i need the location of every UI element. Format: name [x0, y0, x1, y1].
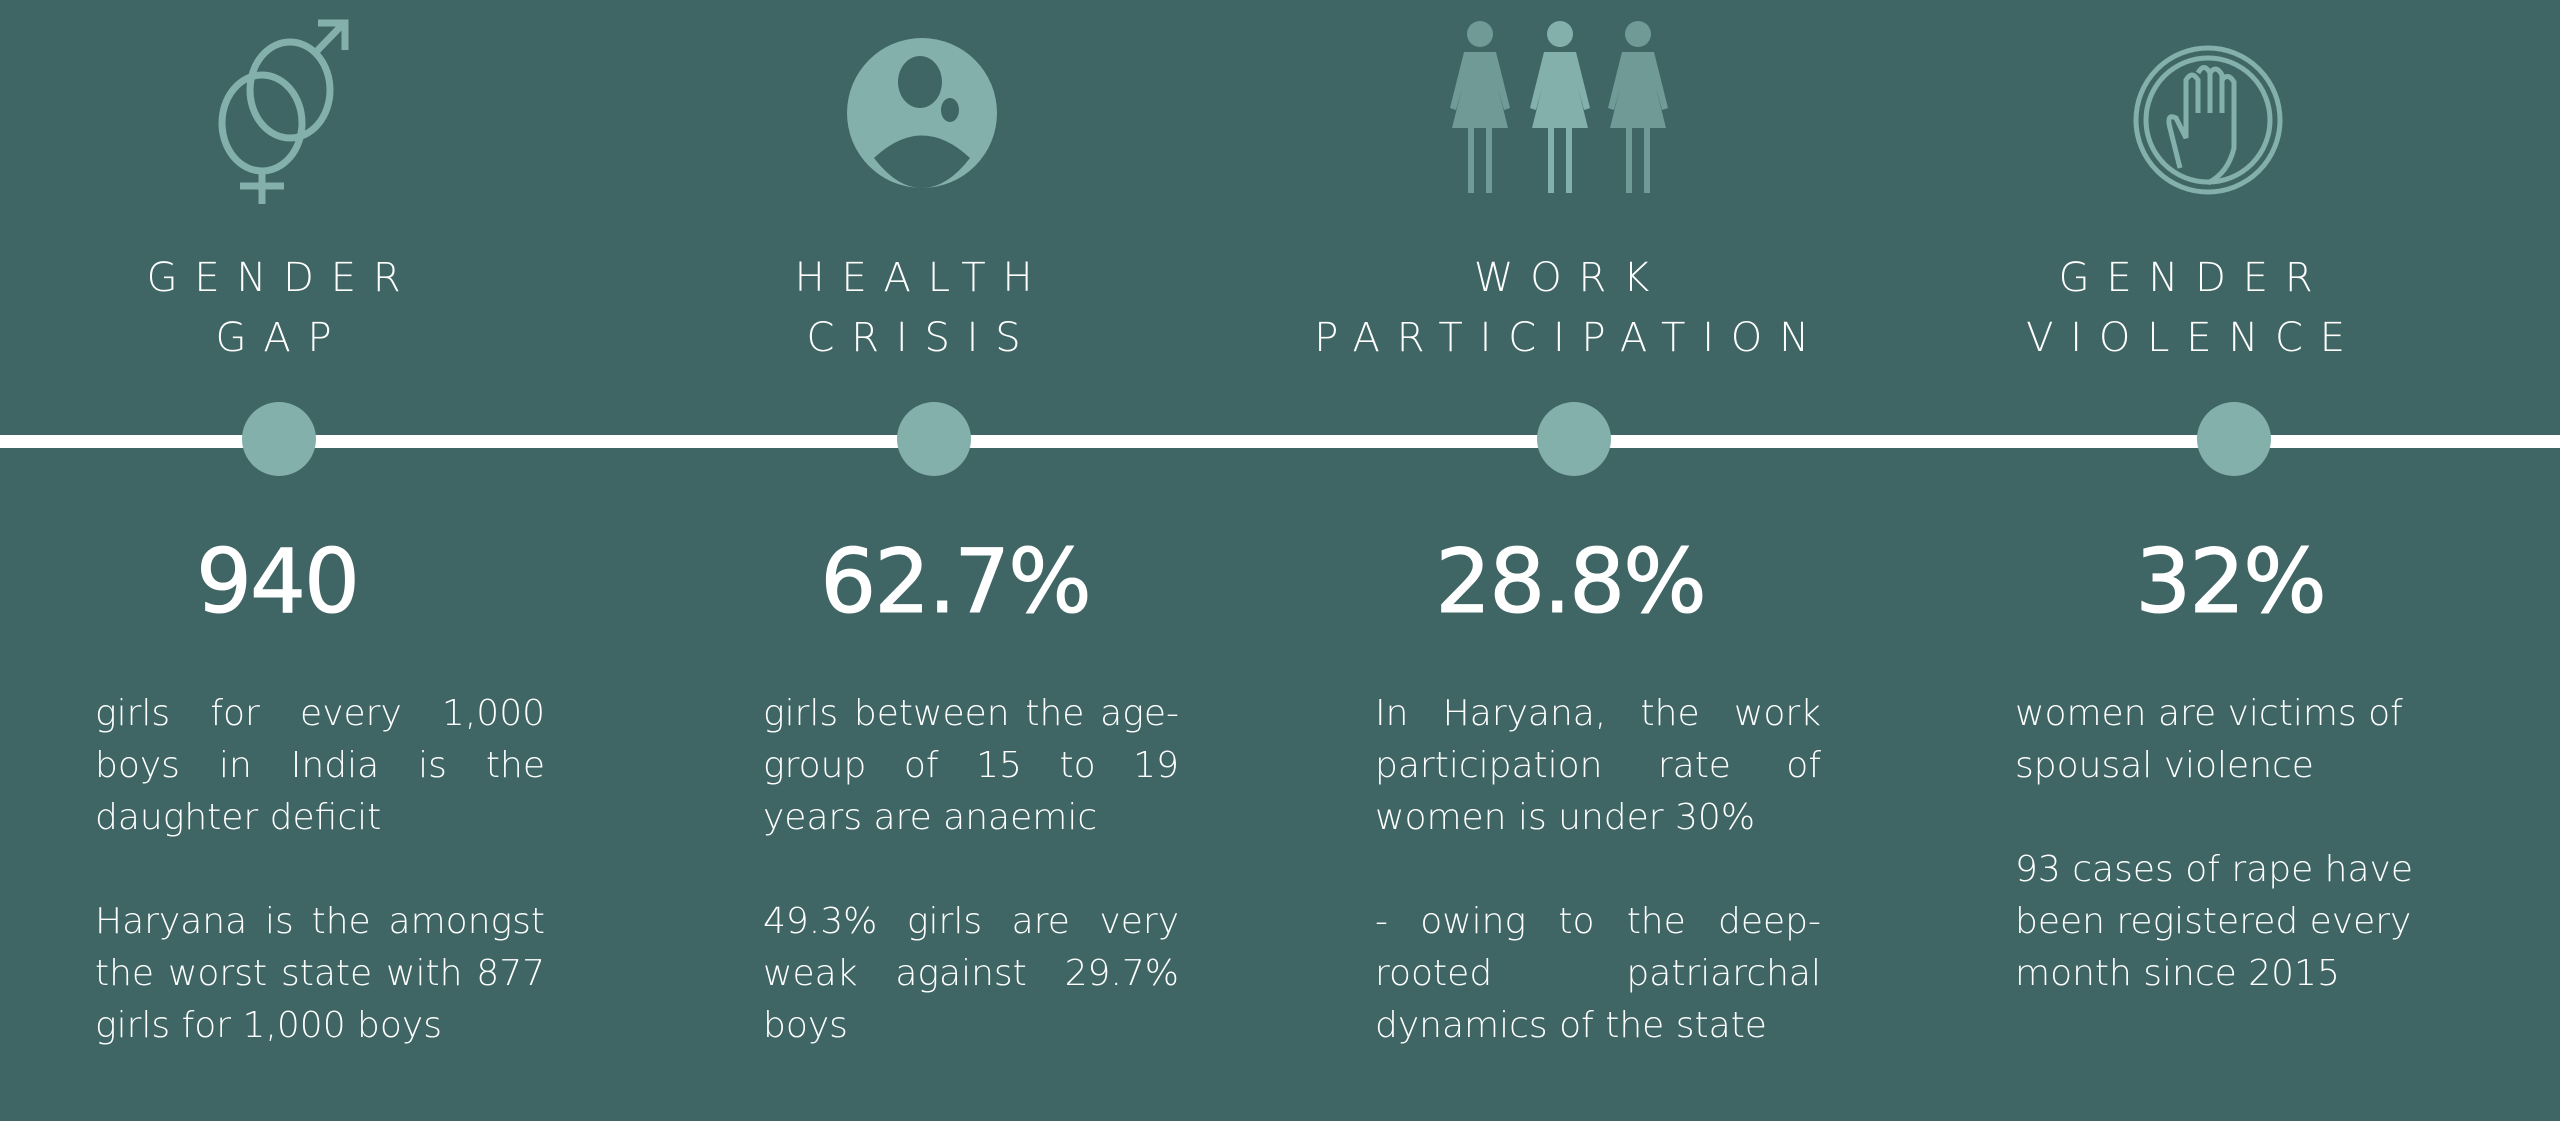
column-title: GENDER VIOLENCE — [2026, 255, 2362, 361]
column-description: women are victims of spousal violence 93 … — [2015, 693, 2413, 994]
gender-symbols-icon — [218, 19, 349, 204]
timeline-dot — [2197, 402, 2271, 476]
column-title: GENDER GAP — [146, 255, 418, 361]
three-women-icon — [1450, 21, 1668, 193]
stop-hand-icon — [2133, 45, 2283, 195]
column-description: In Haryana, the work participation rate … — [1375, 693, 1821, 1046]
stat-value: 940 — [196, 530, 361, 634]
timeline-line — [0, 435, 2560, 448]
timeline-dot — [897, 402, 971, 476]
stat-value: 32% — [2135, 530, 2328, 634]
health-person-icon — [847, 38, 997, 188]
timeline-dot — [1537, 402, 1611, 476]
timeline-dot — [242, 402, 316, 476]
stat-value: 28.8% — [1435, 530, 1708, 634]
stat-value: 62.7% — [820, 530, 1093, 634]
column-title: HEALTH CRISIS — [794, 255, 1050, 361]
column-title: WORK PARTICIPATION — [1314, 255, 1826, 361]
column-description: girls for every 1,000 boys in India is t… — [95, 693, 545, 1046]
column-description: girls between the age-group of 15 to 19 … — [763, 693, 1179, 1046]
